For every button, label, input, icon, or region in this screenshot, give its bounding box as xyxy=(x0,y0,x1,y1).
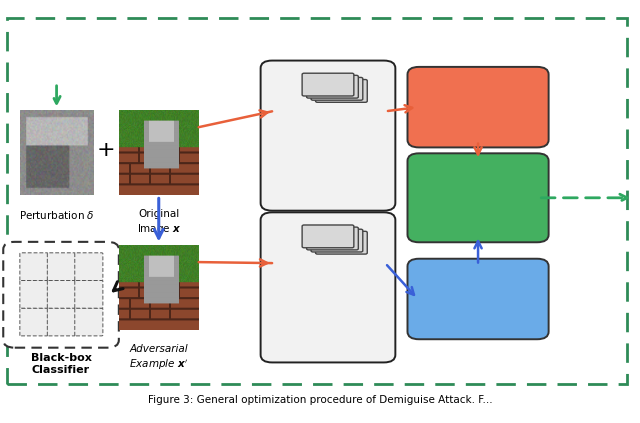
FancyBboxPatch shape xyxy=(307,75,358,98)
Text: Perturbation $\delta$: Perturbation $\delta$ xyxy=(19,209,95,221)
Text: +: + xyxy=(97,140,115,160)
FancyBboxPatch shape xyxy=(408,67,548,147)
Text: Figure 3: General optimization procedure of Demiguise Attack. F...: Figure 3: General optimization procedure… xyxy=(148,396,492,405)
FancyBboxPatch shape xyxy=(307,227,358,250)
FancyBboxPatch shape xyxy=(20,253,48,280)
Text: Adversarial
Example $\boldsymbol{x}'$: Adversarial Example $\boldsymbol{x}'$ xyxy=(129,344,188,372)
FancyBboxPatch shape xyxy=(75,308,103,336)
FancyBboxPatch shape xyxy=(47,253,76,280)
Text: $\mathcal{L}_{\mathrm{dist}}$: $\mathcal{L}_{\mathrm{dist}}$ xyxy=(463,113,493,130)
FancyBboxPatch shape xyxy=(408,259,548,339)
FancyBboxPatch shape xyxy=(316,80,367,102)
FancyBboxPatch shape xyxy=(260,212,396,363)
FancyBboxPatch shape xyxy=(3,242,119,348)
FancyBboxPatch shape xyxy=(75,280,103,308)
Text: Distance Loss: Distance Loss xyxy=(433,91,524,104)
FancyBboxPatch shape xyxy=(311,229,363,252)
FancyBboxPatch shape xyxy=(408,153,548,242)
FancyBboxPatch shape xyxy=(311,77,363,100)
FancyBboxPatch shape xyxy=(47,308,76,336)
FancyBboxPatch shape xyxy=(75,253,103,280)
Text: Black-box
Classifier: Black-box Classifier xyxy=(31,353,92,375)
Text: Original
Image $\boldsymbol{x}$: Original Image $\boldsymbol{x}$ xyxy=(136,209,181,236)
FancyBboxPatch shape xyxy=(316,231,367,254)
Text: White-box
Classifier $\mathcal{F}$: White-box Classifier $\mathcal{F}$ xyxy=(296,301,360,327)
FancyBboxPatch shape xyxy=(260,60,396,211)
FancyBboxPatch shape xyxy=(20,280,48,308)
Text: Perceptual
Similarity
Network $\mathcal{N}$: Perceptual Similarity Network $\mathcal{… xyxy=(296,142,360,183)
FancyBboxPatch shape xyxy=(20,308,48,336)
FancyBboxPatch shape xyxy=(302,73,354,96)
Text: Adversarial
Loss $\mathcal{L}_{\mathrm{adv}}$: Adversarial Loss $\mathcal{L}_{\mathrm{a… xyxy=(440,273,516,305)
Text: Joint
Optimization: Joint Optimization xyxy=(436,183,520,213)
FancyBboxPatch shape xyxy=(302,225,354,248)
FancyBboxPatch shape xyxy=(47,280,76,308)
